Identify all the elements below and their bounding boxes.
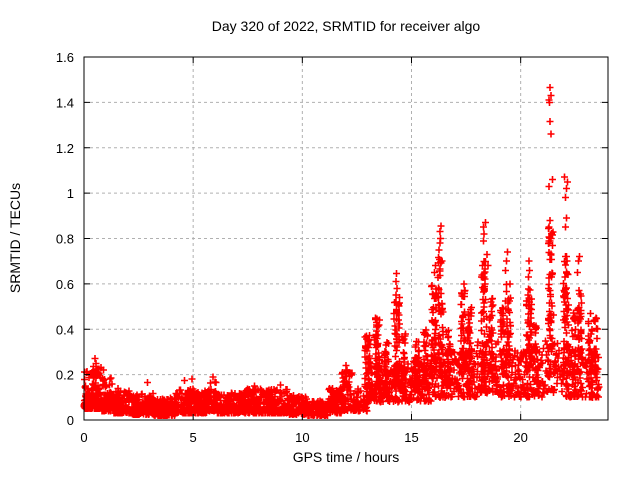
y-tick-label: 1 [67, 186, 74, 201]
y-axis-label: SRMTID / TECUs [7, 183, 23, 293]
y-tick-label: 1.4 [56, 95, 74, 110]
x-tick-label: 5 [190, 430, 197, 445]
x-tick-label: 10 [295, 430, 309, 445]
x-axis-label: GPS time / hours [293, 449, 400, 465]
scatter-points [80, 84, 603, 419]
y-tick-label: 0.4 [56, 322, 74, 337]
y-tick-label: 1.2 [56, 141, 74, 156]
y-tick-label: 0.2 [56, 368, 74, 383]
y-tick-label: 0.8 [56, 232, 74, 247]
x-tick-label: 15 [404, 430, 418, 445]
x-tick-label: 20 [513, 430, 527, 445]
y-tick-label: 0 [67, 413, 74, 428]
chart-title: Day 320 of 2022, SRMTID for receiver alg… [212, 18, 481, 34]
axes: 0 5 10 15 20 0 0.2 0.4 0.6 0.8 1 1.2 1.4 1.6 [56, 50, 609, 445]
y-tick-label: 0.6 [56, 277, 74, 292]
y-tick-label: 1.6 [56, 50, 74, 65]
x-tick-label: 0 [80, 430, 87, 445]
data-markers [80, 84, 603, 419]
